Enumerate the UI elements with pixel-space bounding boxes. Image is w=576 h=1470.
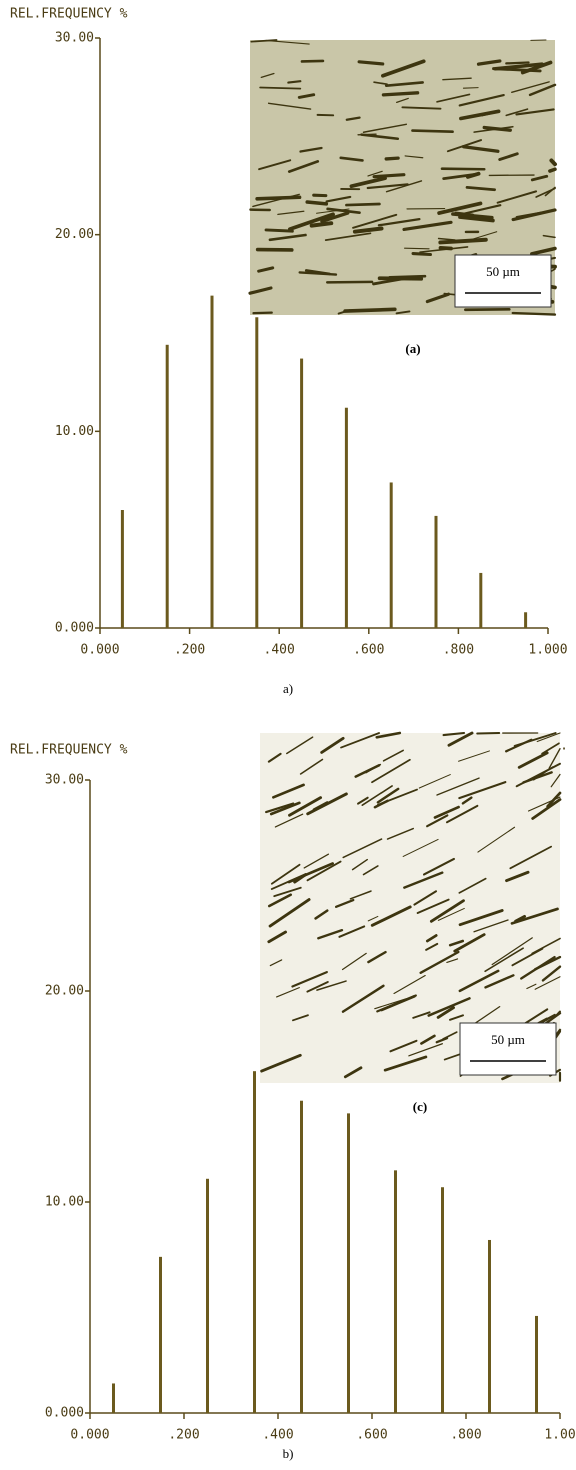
y-tick-label: 10.00 [45,1195,84,1210]
x-tick-label: .800 [443,643,474,658]
texture [440,248,451,249]
bar [394,1170,397,1413]
bar [390,482,393,628]
scale-box [460,1023,556,1075]
y-tick-label: 30.00 [45,773,84,788]
texture [345,309,395,311]
scale-bar-label: 50 µm [491,1032,525,1047]
y-axis-title: REL.FREQUENCY % [10,743,128,758]
texture [307,202,326,204]
bar [535,1316,538,1413]
texture [266,230,292,231]
caption: a) [283,681,293,696]
x-tick-label: .400 [264,643,295,658]
bar [112,1383,115,1413]
x-tick-label: 0.000 [70,1428,109,1443]
bar [206,1179,209,1413]
y-tick-label: 20.00 [55,227,94,242]
texture [260,87,300,88]
texture [386,158,398,159]
bar [479,573,482,628]
y-axis-title: REL.FREQUENCY % [10,7,128,22]
texture [412,131,452,132]
x-tick-label: 1.00 [544,1428,575,1443]
bar [159,1257,162,1413]
texture [440,240,486,243]
texture [506,62,528,63]
x-tick-label: 0.000 [80,643,119,658]
x-tick-label: .400 [262,1428,293,1443]
x-tick-label: .600 [353,643,384,658]
texture [288,81,300,82]
texture [312,223,332,225]
scale-box [455,255,551,307]
x-tick-label: .800 [450,1428,481,1443]
texture [374,175,404,177]
y-tick-label: 0.000 [45,1406,84,1421]
bar [524,612,527,628]
texture [257,197,299,199]
texture [254,313,272,314]
y-tick-label: 10.00 [55,424,94,439]
caption: b) [283,1446,294,1461]
bar [300,359,303,628]
texture [302,61,323,62]
texture [513,313,555,315]
x-tick-label: .200 [168,1428,199,1443]
bar [300,1101,303,1413]
figure: REL.FREQUENCY % 50 µm (a) 0.000 10.00 20.00 30… [0,0,576,1470]
texture [463,88,478,89]
bar [255,317,258,628]
bar [166,345,169,628]
bar [253,1071,256,1413]
texture [346,204,379,205]
texture [551,160,555,164]
texture [359,62,383,64]
texture [456,214,472,216]
texture [442,169,484,170]
bar [441,1187,444,1413]
texture [380,278,422,279]
inset-label: (c) [413,1099,427,1114]
texture [383,93,417,95]
x-tick-label: .600 [356,1428,387,1443]
inset-label: (a) [405,341,420,356]
x-tick-label: .200 [174,643,205,658]
bar [211,296,214,628]
bar [488,1240,491,1413]
y-tick-label: 0.000 [55,621,94,636]
texture [413,254,430,255]
y-tick-label: 20.00 [45,984,84,999]
bar [347,1113,350,1413]
bar [435,516,438,628]
y-tick-label: 30.00 [55,31,94,46]
x-tick-label: 1.000 [528,643,567,658]
scale-bar-label: 50 µm [486,264,520,279]
texture [405,248,429,249]
bar [121,510,124,628]
texture [358,134,376,135]
texture [550,169,555,171]
bar [345,408,348,628]
